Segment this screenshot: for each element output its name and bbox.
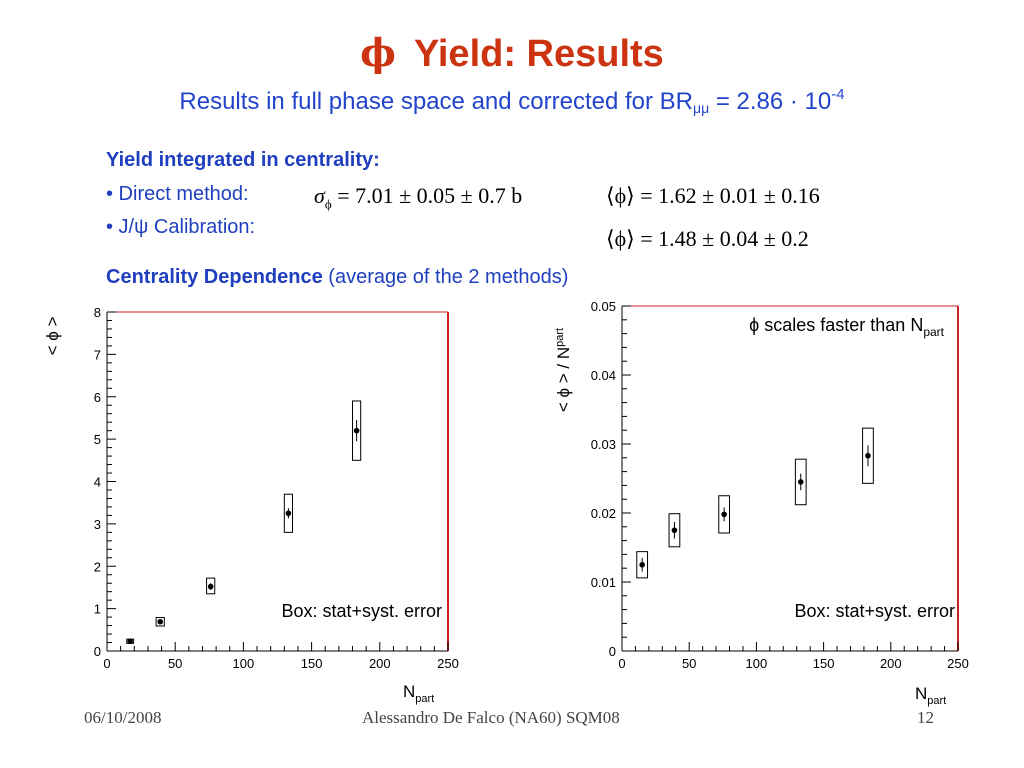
chart1-y-tick-label: 3 [94, 517, 101, 532]
chart1-y-tick-label: 8 [94, 305, 101, 320]
chart2-x-tick-label: 100 [746, 656, 768, 671]
chart2-y-tick-label: 0.01 [591, 575, 616, 590]
subtitle-subscript: μμ [693, 100, 710, 116]
chart1-x-tick-label: 100 [233, 656, 255, 671]
chart1-data-point [285, 510, 292, 517]
chart1-syst-box [206, 577, 216, 595]
chart1-y-tick-label: 6 [94, 390, 101, 405]
chart1-y-tick-label: 1 [94, 602, 101, 617]
chart1-syst-box [283, 493, 294, 533]
chart2-x-tick-label: 250 [947, 656, 969, 671]
bullet-jpsi-calibration: • J/ψ Calibration: [106, 216, 256, 238]
chart2-data-point [865, 452, 871, 459]
formula-phi-jpsi: ⟨ϕ⟩ = 1.48 ± 0.04 ± 0.2 [606, 226, 809, 251]
chart1-x-axis-label: Npart [403, 682, 434, 705]
formula-sigma-sub: ϕ [324, 196, 332, 212]
footer-date: 06/10/2008 [84, 708, 162, 727]
chart1-data-point [127, 638, 133, 645]
chart2-x-tick-label: 150 [813, 656, 835, 671]
formula-sigma: σϕ = 7.01 ± 0.05 ± 0.7 b [314, 183, 522, 212]
subtitle-exponent: -4 [831, 86, 845, 103]
formula-phi-direct: ⟨ϕ⟩ = 1.62 ± 0.01 ± 0.16 [606, 183, 820, 208]
chart1-x-tick-label: 150 [301, 656, 323, 671]
chart2-syst-box [668, 513, 681, 548]
chart1-x-tick-label: 200 [369, 656, 391, 671]
chart1-x-tick-label: 50 [168, 656, 182, 671]
chart2-syst-box [794, 458, 807, 506]
chart2-y-tick-label: 0.04 [591, 368, 616, 383]
chart1-x-tick-label: 0 [103, 656, 110, 671]
chart1-syst-box [155, 617, 165, 627]
chart2-y-axis-label: < ϕ > / Npart [554, 328, 573, 412]
slide-title: ϕ Yield: Results [0, 30, 1024, 76]
chart2-x-tick-label: 200 [880, 656, 902, 671]
slide-subtitle: Results in full phase space and correcte… [0, 86, 1024, 116]
chart2-data-point [639, 561, 645, 568]
chart1-y-tick-label: 5 [94, 432, 101, 447]
centrality-heading: Centrality Dependence (average of the 2 … [106, 266, 568, 289]
formula-sigma-symbol: σ [314, 183, 325, 208]
chart2-y-tick-label: 0 [609, 644, 616, 659]
title-text: Yield: Results [413, 33, 664, 75]
formula-sigma-rhs: = 7.01 ± 0.05 ± 0.7 b [331, 183, 523, 208]
chart2-data-point [721, 511, 727, 518]
chart1-data-point [353, 427, 360, 434]
chart2-data-point [671, 527, 678, 534]
chart1-data-point [207, 583, 214, 590]
chart2-syst-box [718, 495, 731, 534]
chart2-x-tick-label: 0 [618, 656, 625, 671]
footer-page-number: 12 [917, 708, 934, 727]
centrality-bold: Centrality Dependence [106, 266, 323, 288]
centrality-note: (average of the 2 methods) [322, 266, 569, 288]
chart1-x-tick-label: 250 [437, 656, 459, 671]
chart1-syst-box [352, 400, 362, 461]
chart2-data-point [797, 479, 804, 485]
chart1-y-tick-label: 2 [94, 559, 101, 574]
phi-symbol: ϕ [360, 30, 396, 75]
subtitle-text: Results in full phase space and correcte… [179, 88, 694, 115]
chart1-y-axis-label: < ϕ > [43, 317, 62, 356]
chart2-syst-box [636, 551, 649, 579]
chart2-x-axis-label: Npart [915, 684, 946, 707]
chart1-data-point [157, 618, 163, 625]
bullet-direct-method: • Direct method: [106, 183, 249, 205]
chart1-y-tick-label: 0 [94, 644, 101, 659]
chart2-y-tick-label: 0.05 [591, 299, 616, 314]
chart1-y-tick-label: 7 [94, 347, 101, 362]
footer-author: Alessandro De Falco (NA60) SQM08 [362, 708, 620, 727]
chart1-box-annotation: Box: stat+syst. error [281, 601, 442, 621]
chart2-legend-text: ϕ scales faster than Npart [749, 315, 945, 339]
chart2-y-tick-label: 0.02 [591, 506, 616, 521]
chart2-x-tick-label: 50 [682, 656, 696, 671]
section-heading: Yield integrated in centrality: [106, 149, 380, 171]
chart1-y-tick-label: 4 [94, 475, 101, 490]
chart2-syst-box [862, 427, 874, 484]
chart2-box-annotation: Box: stat+syst. error [794, 601, 955, 621]
subtitle-value: = 2.86 · 10 [709, 88, 832, 115]
chart2-y-tick-label: 0.03 [591, 437, 616, 452]
